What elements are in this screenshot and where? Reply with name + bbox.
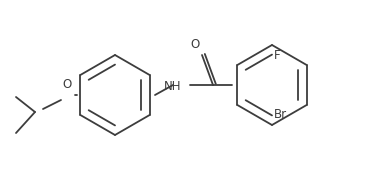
Text: O: O xyxy=(63,78,72,91)
Text: NH: NH xyxy=(164,79,181,93)
Text: F: F xyxy=(274,49,280,62)
Text: Br: Br xyxy=(274,108,287,121)
Text: O: O xyxy=(191,38,200,51)
